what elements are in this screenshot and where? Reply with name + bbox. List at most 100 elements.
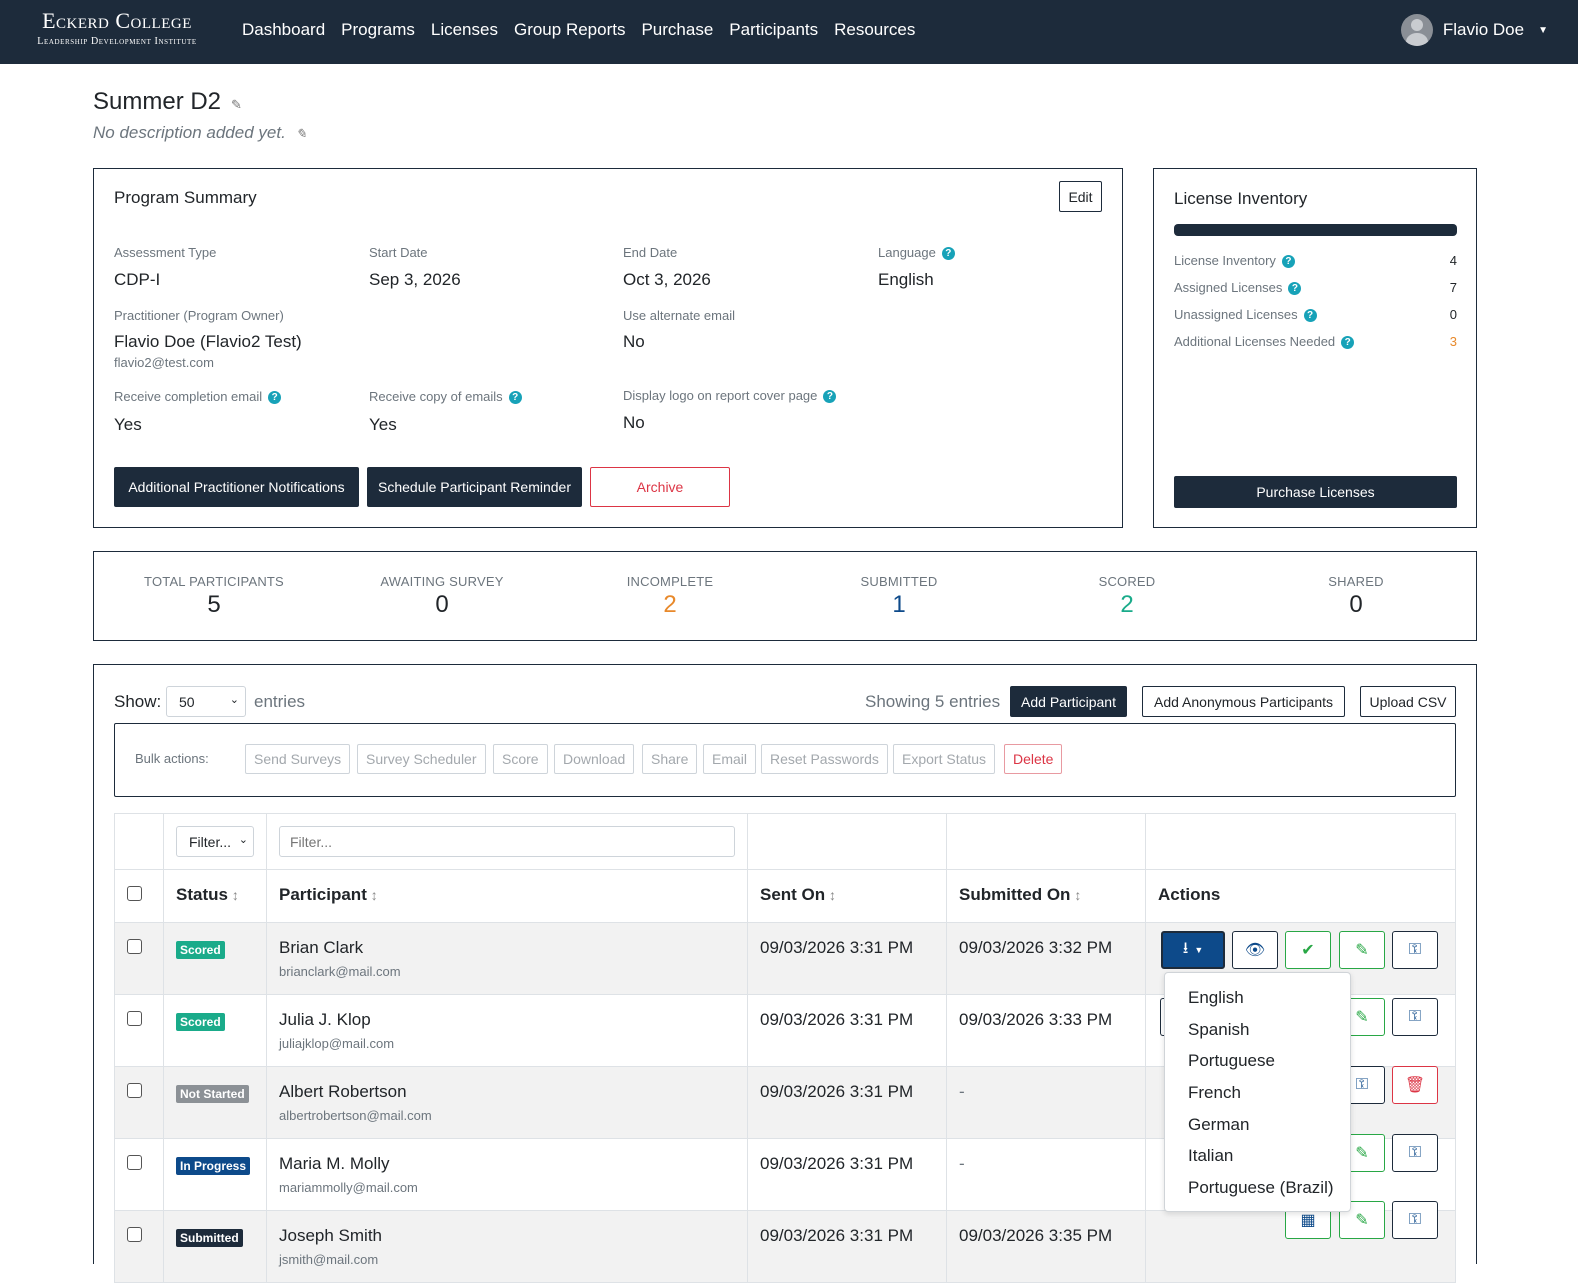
nav-licenses[interactable]: Licenses (430, 20, 498, 39)
license-row: Unassigned Licenses? 0 (1174, 307, 1457, 334)
nav-dashboard[interactable]: Dashboard (242, 20, 326, 39)
delete-participant-button[interactable]: 🗑 (1392, 1066, 1438, 1104)
help-icon[interactable]: ? (941, 247, 955, 260)
display-logo-value: No (623, 413, 645, 432)
nav-programs[interactable]: Programs (341, 20, 415, 39)
help-icon[interactable]: ? (268, 391, 282, 404)
language-option-italian[interactable]: Italian (1188, 1146, 1234, 1166)
help-icon[interactable]: ? (1288, 282, 1302, 295)
language-option-portuguese-brazil[interactable]: Portuguese (Brazil) (1188, 1178, 1334, 1198)
row-checkbox[interactable] (127, 939, 142, 954)
chevron-down-icon: ⌄ (229, 694, 239, 706)
license-row: Additional Licenses Needed? 3 (1174, 334, 1457, 361)
approve-button[interactable]: ✔ (1285, 931, 1331, 969)
submitted-on: 09/03/2026 3:33 PM (946, 994, 1146, 1067)
edit-title-icon[interactable]: ✎ (231, 97, 242, 112)
upload-csv-button[interactable]: Upload CSV (1360, 686, 1456, 717)
delete-button[interactable]: Delete (1004, 744, 1063, 774)
reset-password-button[interactable]: ⚿ (1392, 1134, 1438, 1172)
download-report-dropdown-button[interactable]: ⭳ ▼ (1161, 931, 1225, 969)
license-row-label: License Inventory (1174, 253, 1276, 268)
participant-name[interactable]: Joseph Smith (279, 1226, 382, 1245)
stat-value: 0 (435, 591, 449, 618)
row-checkbox[interactable] (127, 1155, 142, 1170)
help-icon[interactable]: ? (1341, 336, 1355, 349)
alt-email-label: Use alternate email (623, 308, 735, 323)
additional-notifications-button[interactable]: Additional Practitioner Notifications (114, 467, 359, 507)
stat-label: SCORED (1098, 574, 1156, 589)
license-progress-fill (1174, 224, 1457, 236)
language-dropdown-menu: English Spanish Portuguese French German… (1164, 972, 1351, 1212)
help-icon[interactable]: ? (508, 391, 522, 404)
participant-filter-input[interactable] (279, 826, 735, 857)
view-report-button[interactable]: 👁 (1232, 931, 1278, 969)
reset-passwords-button[interactable]: Reset Passwords (761, 744, 888, 774)
purchase-licenses-button[interactable]: Purchase Licenses (1174, 476, 1457, 508)
stat-value: 5 (207, 591, 221, 618)
select-all-checkbox[interactable] (127, 886, 142, 901)
schedule-reminder-button[interactable]: Schedule Participant Reminder (367, 467, 582, 507)
participant-name[interactable]: Brian Clark (279, 938, 364, 957)
sort-icon: ↕ (366, 887, 378, 903)
sent-on: 09/03/2026 3:31 PM (747, 1066, 947, 1139)
email-button[interactable]: Email (703, 744, 757, 774)
help-icon[interactable]: ? (1303, 309, 1317, 322)
stat-value: 0 (1349, 591, 1363, 618)
share-button[interactable]: Share (642, 744, 698, 774)
participant-name[interactable]: Albert Robertson (279, 1082, 407, 1101)
page-description-text: No description added yet. (93, 123, 286, 142)
language-option-german[interactable]: German (1188, 1114, 1250, 1134)
edit-participant-button[interactable]: ✎ (1339, 931, 1385, 969)
stat-awaiting: AWAITING SURVEY 0 (342, 574, 542, 619)
entries-label: entries (254, 692, 306, 711)
help-icon[interactable]: ? (823, 390, 837, 403)
display-logo-label-text: Display logo on report cover page (623, 388, 818, 403)
edit-button[interactable]: Edit (1059, 181, 1102, 212)
license-row-value: 0 (1449, 307, 1457, 322)
license-row-value: 4 (1449, 253, 1457, 268)
send-surveys-button[interactable]: Send Surveys (245, 744, 351, 774)
archive-button[interactable]: Archive (590, 467, 730, 507)
completion-email-value: Yes (114, 415, 142, 434)
submitted-on-header[interactable]: Submitted On ↕ (946, 869, 1146, 923)
score-button[interactable]: Score (493, 744, 548, 774)
status-badge: In Progress (176, 1157, 251, 1175)
survey-scheduler-button[interactable]: Survey Scheduler (357, 744, 486, 774)
language-option-english[interactable]: English (1188, 988, 1244, 1007)
language-option-french[interactable]: French (1188, 1083, 1241, 1103)
submitted-on: - (946, 1138, 1146, 1211)
sort-icon: ↕ (1070, 887, 1082, 903)
add-participant-button[interactable]: Add Participant (1010, 686, 1127, 717)
edit-description-icon[interactable]: ✎ (295, 126, 307, 141)
stat-value: 1 (892, 591, 906, 618)
participant-name[interactable]: Julia J. Klop (279, 1010, 371, 1029)
reset-password-button[interactable]: ⚿ (1392, 931, 1438, 969)
language-option-portuguese[interactable]: Portuguese (1188, 1051, 1275, 1071)
add-anonymous-button[interactable]: Add Anonymous Participants (1142, 686, 1345, 717)
stat-scored: SCORED 2 (1027, 574, 1227, 619)
row-checkbox[interactable] (127, 1227, 142, 1242)
export-status-button[interactable]: Export Status (893, 744, 996, 774)
logo[interactable]: Eckerd College Leadership Development In… (12, 8, 222, 47)
download-button[interactable]: Download (554, 744, 635, 774)
reset-password-button[interactable]: ⚿ (1392, 998, 1438, 1036)
participant-header[interactable]: Participant ↕ (266, 869, 748, 923)
nav-resources[interactable]: Resources (834, 20, 916, 39)
reset-password-button[interactable]: ⚿ (1392, 1201, 1438, 1239)
status-filter-select[interactable]: Filter... ⌄ (176, 826, 254, 857)
user-menu[interactable]: Flavio Doe ▼ (1400, 14, 1548, 46)
row-checkbox[interactable] (127, 1011, 142, 1026)
row-checkbox[interactable] (127, 1083, 142, 1098)
status-header[interactable]: Status ↕ (163, 869, 267, 923)
sent-on-header[interactable]: Sent On ↕ (747, 869, 947, 923)
bulk-actions: Bulk actions: Send Surveys Survey Schedu… (114, 723, 1456, 797)
nav-participants[interactable]: Participants (729, 20, 819, 39)
language-option-spanish[interactable]: Spanish (1188, 1019, 1250, 1039)
participant-name[interactable]: Maria M. Molly (279, 1154, 390, 1173)
license-row-label: Additional Licenses Needed (1174, 334, 1336, 349)
nav-group-reports[interactable]: Group Reports (513, 20, 626, 39)
status-badge: Submitted (176, 1229, 243, 1247)
nav-purchase[interactable]: Purchase (641, 20, 714, 39)
help-icon[interactable]: ? (1281, 255, 1295, 268)
entries-select[interactable]: 50 ⌄ (166, 686, 246, 717)
